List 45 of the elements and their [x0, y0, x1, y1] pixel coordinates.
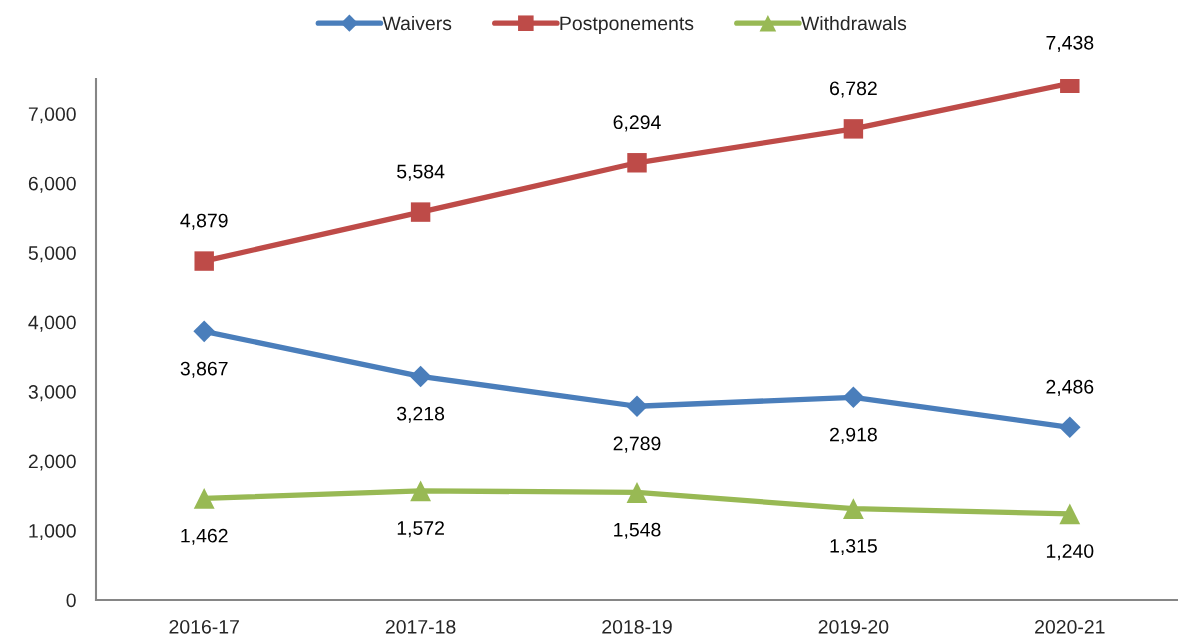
y-tick-label: 0: [66, 593, 76, 608]
data-label: 6,782: [830, 81, 877, 98]
point: [626, 482, 648, 503]
point: [842, 498, 864, 520]
data-label: 1,548: [614, 522, 661, 539]
x-tick-label: 2020-21: [1035, 619, 1105, 634]
y-tick-label: 2,000: [28, 454, 76, 471]
point: [626, 395, 648, 418]
point: [193, 488, 215, 509]
y-tick-label: 1,000: [29, 524, 76, 541]
data-label: 3,218: [397, 406, 445, 423]
point: [194, 251, 214, 271]
data-label: 1,572: [397, 521, 444, 538]
y-tick-label: 3,000: [28, 385, 76, 402]
point: [842, 386, 865, 409]
x-tick-label: 2019-20: [818, 619, 889, 634]
data-label: 4,879: [180, 213, 228, 230]
y-tick-label: 5,000: [28, 246, 76, 263]
point: [1059, 503, 1081, 525]
x-tick-label: 2016-17: [169, 619, 239, 634]
point: [410, 202, 431, 222]
data-label: 6,294: [613, 115, 661, 132]
data-label: 1,315: [830, 538, 877, 556]
legend-label: Waivers: [382, 15, 452, 31]
x-tick-label: 2017-18: [385, 619, 456, 634]
x-tick-label: 2018-19: [602, 619, 672, 634]
y-tick-label: 7,000: [28, 107, 76, 124]
data-label: 2,789: [613, 436, 661, 453]
data-label: 1,240: [1046, 544, 1094, 561]
point: [843, 119, 864, 139]
data-label: 2,918: [830, 427, 877, 444]
y-tick-label: 4,000: [28, 315, 76, 332]
legend-label: Postponements: [560, 16, 694, 35]
point: [1059, 416, 1081, 439]
data-label: 5,584: [397, 164, 445, 181]
point: [409, 365, 432, 388]
legend-label: Withdrawals: [801, 15, 907, 31]
data-label: 7,438: [1046, 35, 1094, 52]
point: [193, 320, 215, 343]
data-label: 2,486: [1046, 379, 1094, 396]
point: [627, 153, 647, 173]
data-label: 1,462: [181, 528, 228, 545]
point: [410, 480, 432, 502]
y-tick-label: 6,000: [28, 176, 76, 193]
data-label: 3,867: [180, 361, 228, 378]
